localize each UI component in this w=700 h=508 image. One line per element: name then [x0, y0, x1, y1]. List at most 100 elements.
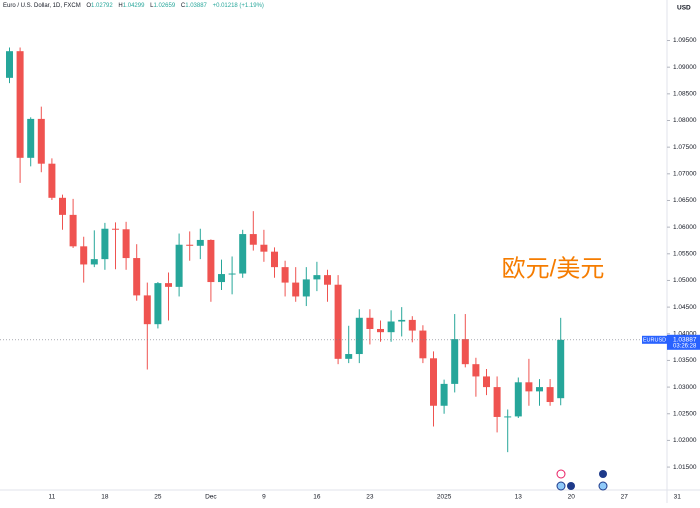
candle-body	[430, 358, 437, 406]
candle-body	[37, 118, 45, 164]
candle-body	[355, 317, 363, 355]
y-tick-label: 1.09000	[673, 64, 697, 71]
event-icon	[599, 470, 607, 478]
candle-body	[186, 244, 194, 246]
x-tick-label: 18	[101, 494, 109, 501]
candle-body	[143, 295, 151, 325]
candle-body	[48, 163, 56, 198]
event-icon	[556, 469, 566, 479]
x-tick-label: 13	[515, 494, 523, 501]
candle-body	[451, 339, 459, 384]
close: 1.03887	[185, 3, 207, 9]
o-label: O	[86, 3, 91, 9]
event-icon	[567, 482, 575, 490]
y-tick-label: 1.05500	[673, 251, 697, 258]
price-tag-countdown: 03:26:28	[673, 343, 697, 349]
x-tick-label: 16	[313, 494, 321, 501]
y-tick-label: 1.04500	[673, 304, 697, 311]
c-label: C	[181, 3, 186, 9]
candle-body	[525, 382, 533, 392]
candle-body	[90, 259, 98, 265]
candle-body	[260, 244, 268, 252]
candle-body	[154, 283, 162, 325]
l-label: L	[150, 3, 154, 9]
candle-body	[514, 382, 522, 417]
change: +0.01218 (+1.19%)	[213, 3, 264, 9]
candle-body	[239, 234, 247, 274]
y-tick-label: 1.07500	[673, 144, 697, 151]
candle-body	[345, 354, 353, 359]
y-tick-label: 1.09500	[673, 37, 697, 44]
candle-body	[281, 267, 289, 283]
symbol: Euro / U.S. Dollar, 1D, FXCM	[3, 3, 81, 9]
candle-body	[122, 229, 130, 259]
candle-body	[207, 239, 215, 283]
y-tick-label: 1.08000	[673, 117, 697, 124]
y-tick-label: 1.01500	[673, 464, 697, 471]
event-icon	[598, 481, 608, 491]
candle-body	[16, 51, 24, 158]
x-tick-label: 9	[262, 494, 266, 501]
candle-body	[249, 234, 257, 245]
y-tick-label: 1.02500	[673, 410, 697, 417]
candle-body	[366, 317, 374, 329]
candle-body	[557, 339, 565, 399]
candle-body	[302, 279, 310, 297]
candle-body	[536, 387, 543, 392]
annotation: 欧元/美元	[502, 255, 605, 282]
candle-body	[69, 214, 77, 247]
candle-body	[218, 274, 225, 283]
price-tag-symbol-bg	[642, 335, 667, 344]
candle-body	[387, 321, 395, 333]
open: 1.02792	[91, 3, 113, 9]
candle-body	[546, 387, 554, 403]
candle-body	[419, 330, 427, 359]
y-tick-label: 1.04000	[673, 330, 697, 337]
candle-body	[324, 275, 331, 285]
price-tag-symbol: EURUSD	[643, 337, 666, 343]
y-tick-label: 1.06000	[673, 224, 697, 231]
candle-body	[472, 364, 480, 377]
candle-body	[292, 282, 300, 297]
candle-body	[504, 416, 512, 418]
y-tick-label: 1.03000	[673, 384, 697, 391]
candle-body	[59, 197, 66, 215]
x-tick-label: 11	[49, 494, 56, 501]
candle-body	[175, 244, 183, 287]
y-tick-label: 1.03500	[673, 357, 697, 364]
y-tick-label: 1.02000	[673, 437, 697, 444]
event-icons	[556, 469, 608, 491]
candle-body	[493, 387, 501, 417]
candle-body	[271, 251, 278, 268]
x-tick-label: Dec	[205, 494, 217, 501]
x-tick-label: 23	[366, 494, 374, 501]
candle-body	[377, 328, 384, 333]
h-label: H	[118, 3, 122, 9]
candle-body	[6, 51, 13, 78]
candle-body	[112, 228, 119, 230]
price-tag-bg	[667, 334, 700, 350]
candle-body	[440, 383, 448, 406]
x-tick-label: 20	[568, 494, 576, 501]
event-icon	[556, 481, 566, 491]
x-tick-label: 25	[154, 494, 162, 501]
y-tick-label: 1.08500	[673, 91, 697, 98]
x-tick-label: 27	[621, 494, 629, 501]
candle-body	[27, 118, 35, 158]
y-tick-label: 1.06500	[673, 197, 697, 204]
candle-body	[80, 246, 88, 265]
y-tick-label: 1.07000	[673, 171, 697, 178]
x-tick-label: 2025	[437, 494, 452, 501]
candle-body	[228, 273, 236, 275]
currency: USD	[677, 5, 691, 12]
candle-body	[196, 239, 204, 246]
price-tag-value: 1.03887	[673, 337, 697, 344]
header: Euro / U.S. Dollar, 1D, FXCM O1.02792 H 1…	[3, 3, 264, 9]
candle-body	[461, 339, 469, 365]
candle-body	[398, 319, 406, 322]
candle-body	[133, 258, 141, 296]
candle-body	[483, 376, 490, 388]
y-tick-label: 1.05000	[673, 277, 697, 284]
